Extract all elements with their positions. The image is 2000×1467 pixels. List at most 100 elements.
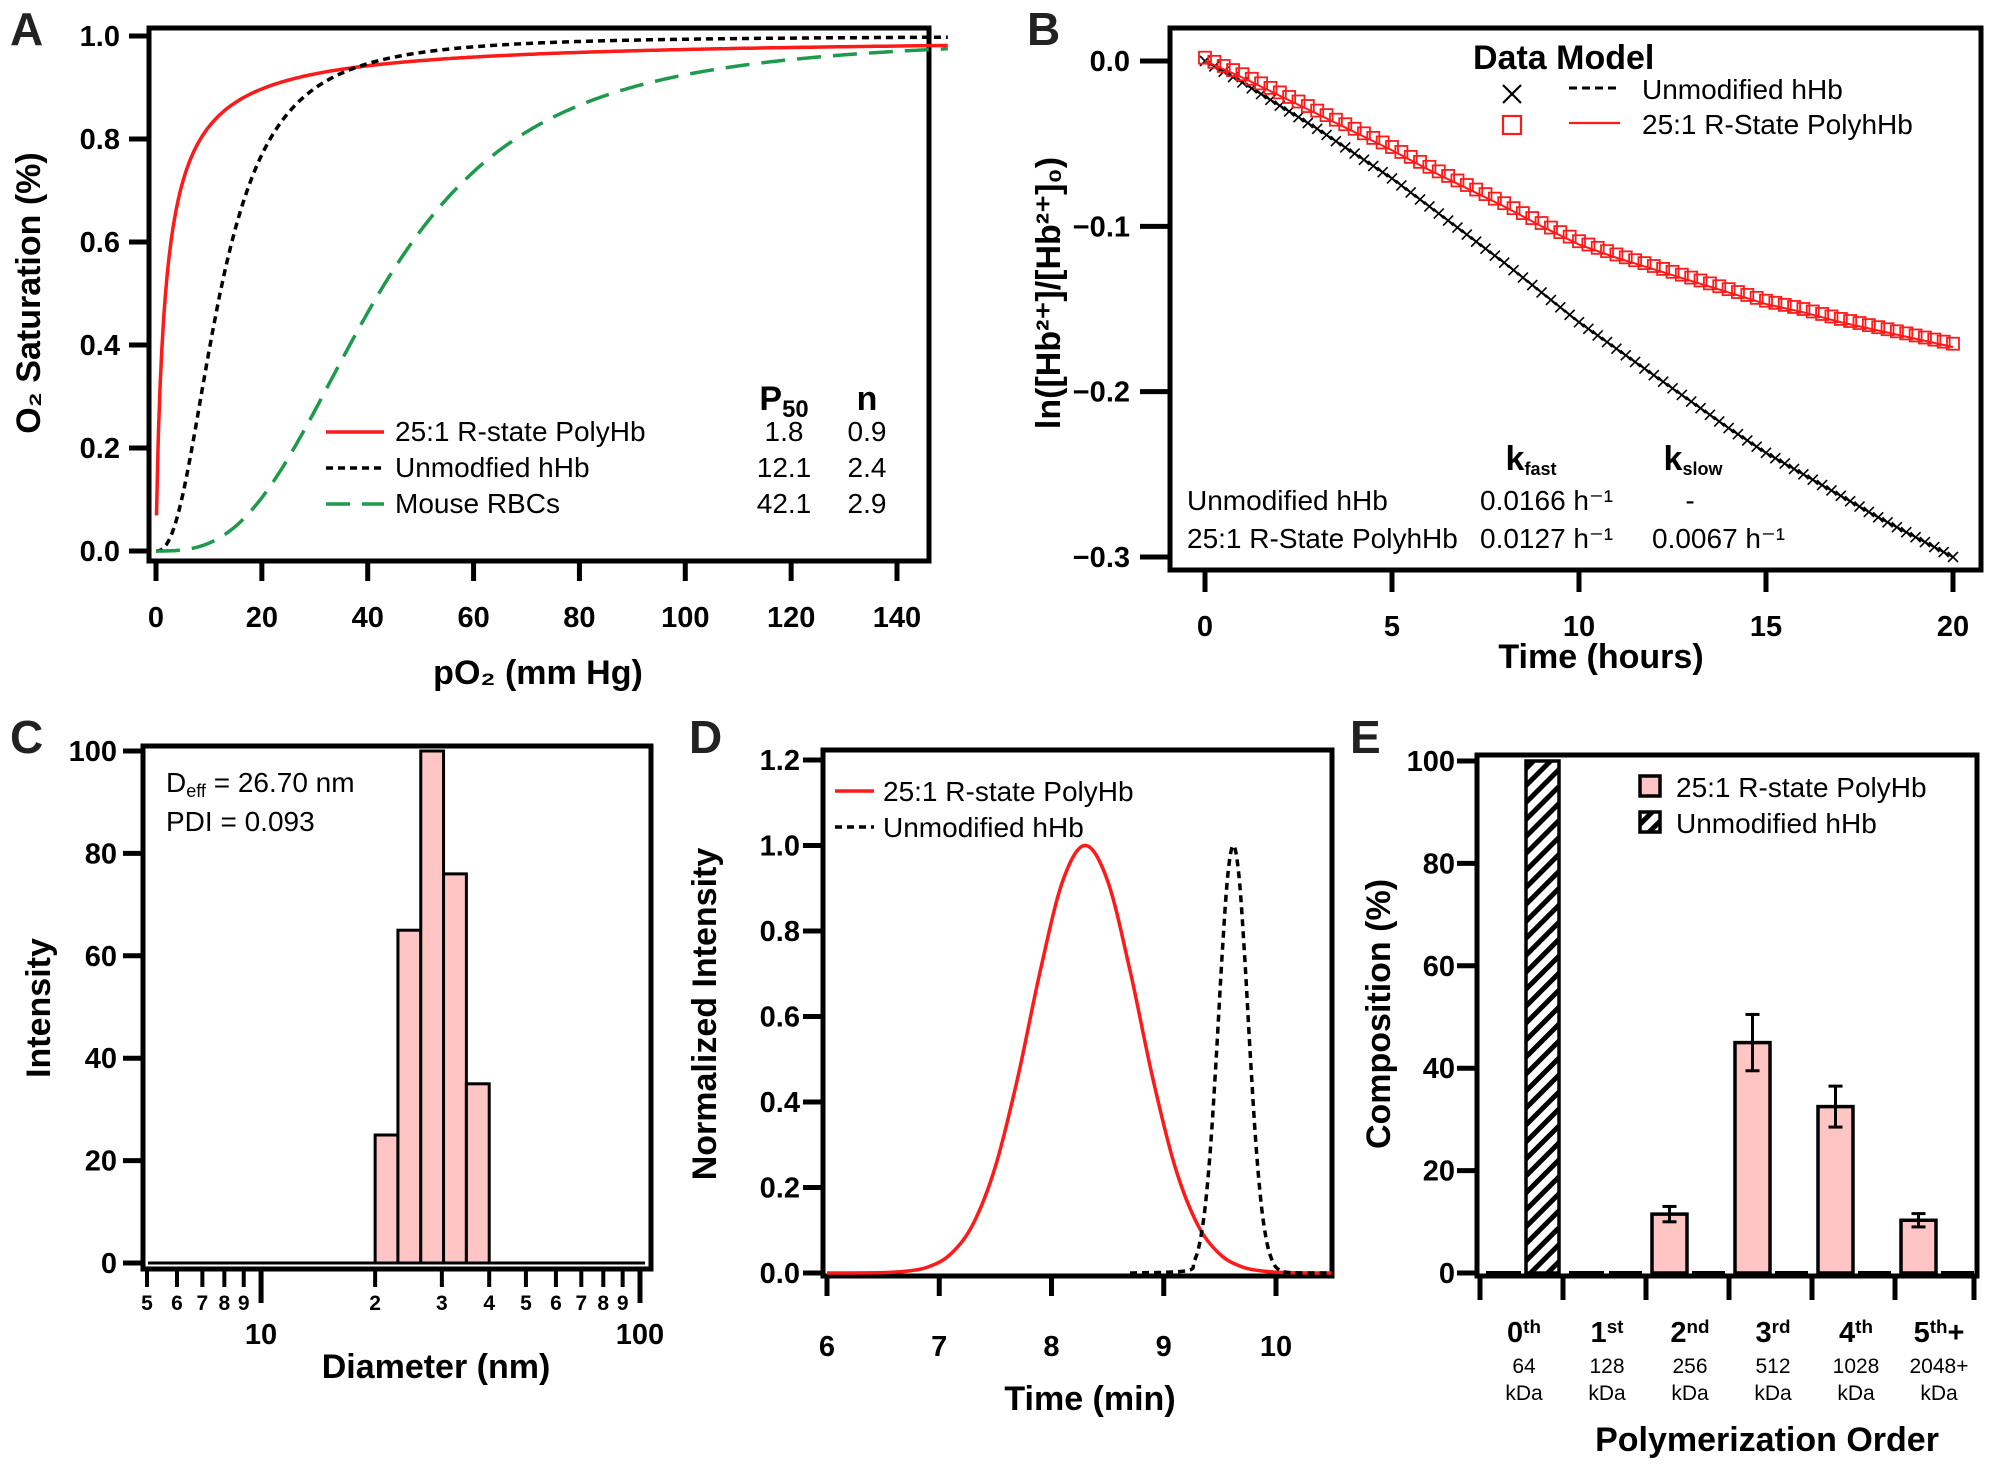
category-ordinal-label-part: 0: [1507, 1317, 1523, 1349]
data-point-x: [1479, 243, 1492, 255]
category-ordinal-label-part: 3: [1756, 1317, 1772, 1349]
data-point-square: [1310, 103, 1325, 118]
data-point-x: [1900, 526, 1912, 538]
data-point-x: [1919, 536, 1931, 548]
data-point-square: [1656, 262, 1671, 276]
data-point-x: [1292, 111, 1305, 123]
y-tick-label: −0.3: [1073, 542, 1130, 574]
data-point-x: [1507, 264, 1520, 276]
x-minor-tick-label: 5: [520, 1292, 532, 1315]
error-bar: [1911, 1212, 1926, 1229]
deff-annotation-part: D: [166, 767, 186, 798]
x-tick-label: 10: [1260, 1331, 1292, 1363]
data-point-x: [1358, 154, 1370, 166]
data-point-square: [1918, 330, 1932, 345]
data-point-x: [1320, 129, 1333, 141]
x-tick-label: 6: [819, 1331, 835, 1363]
legend-p50-header: P50: [759, 380, 808, 423]
data-point-x: [1769, 452, 1781, 464]
plot-frame: [146, 25, 932, 564]
y-tick-label: 0.2: [80, 433, 120, 465]
plot-frame: [140, 743, 654, 1272]
data-point-square: [1226, 63, 1240, 77]
data-point-square: [1665, 264, 1680, 279]
legend-label: Unmodified hHb: [1676, 808, 1877, 839]
data-point-x: [1676, 389, 1688, 401]
x-axis-label: pO₂ (mm Hg): [433, 654, 643, 692]
x-axis-label: Diameter (nm): [322, 1348, 551, 1386]
panel-label-e: E: [1350, 711, 1381, 763]
data-point-x: [1386, 172, 1398, 184]
data-point-square: [1843, 314, 1858, 328]
x-tick-label: 20: [246, 602, 278, 634]
y-tick-label: 0.4: [80, 330, 120, 362]
data-point-x: [1451, 222, 1464, 234]
data-point-square: [1852, 316, 1867, 330]
x-tick-label: 20: [1937, 611, 1969, 643]
y-tick-label: −0.1: [1073, 211, 1130, 243]
x-minor-tick-label: 2: [369, 1292, 381, 1315]
data-point-x: [1311, 123, 1323, 135]
y-tick-label: 20: [1423, 1156, 1455, 1188]
data-point-x: [1816, 479, 1828, 491]
panel-label-a: A: [10, 3, 43, 55]
data-point-x: [1395, 179, 1407, 191]
x-minor-tick-label: 5: [141, 1292, 153, 1315]
data-point-x: [1377, 166, 1389, 178]
category-ordinal-label: 0th: [1507, 1316, 1541, 1349]
category-mass-label: 64: [1512, 1355, 1536, 1378]
histogram-bar: [419, 749, 446, 1265]
y-tick-label: 0.8: [80, 124, 120, 156]
category-mass-label: 512: [1755, 1355, 1790, 1378]
data-point-square: [1880, 322, 1895, 337]
data-point-x: [1779, 458, 1791, 470]
data-point-square: [1385, 140, 1399, 154]
y-tick-label: 60: [1423, 951, 1455, 983]
legend-label: 25:1 R-state PolyHb: [395, 416, 646, 447]
panel-b-oxidation-kinetics-chart: 0.0 −0.1 −0.2 −0.3 0 5 10 15 20 Time (hours) ln([H…: [1030, 25, 1984, 676]
series-line: [154, 43, 948, 516]
data-point-x: [1367, 160, 1379, 172]
k-slow-value: -: [1685, 485, 1694, 516]
data-point-square: [1319, 108, 1334, 123]
bar-polyhb: [1899, 1218, 1938, 1275]
y-tick-label: 0.2: [760, 1173, 800, 1205]
data-point-square: [1590, 240, 1605, 255]
data-point-x: [1648, 369, 1660, 381]
data-point-x: [1330, 135, 1342, 147]
x-tick-label: 0: [1197, 611, 1213, 643]
y-tick-label: 40: [85, 1043, 117, 1075]
data-point-x: [1685, 396, 1697, 408]
data-point-x: [1554, 301, 1566, 313]
panel-label-d: D: [689, 711, 722, 763]
legend-swatch-polyhb: [1638, 774, 1662, 798]
category-ordinal-label: 1st: [1591, 1316, 1625, 1349]
data-point-x: [1947, 551, 1959, 563]
data-point-square: [1805, 304, 1820, 319]
data-point-x: [1620, 349, 1632, 361]
data-point-x: [1732, 428, 1744, 440]
data-point-x: [1339, 141, 1351, 153]
data-point-x: [1349, 148, 1361, 160]
data-point-x: [1666, 382, 1679, 394]
data-point-square: [1431, 164, 1446, 179]
data-point-square: [1282, 90, 1297, 104]
data-point-square: [1375, 135, 1390, 150]
data-point-square: [1684, 270, 1699, 285]
data-point-square: [1815, 307, 1829, 321]
data-point-x: [1657, 376, 1669, 388]
data-point-square: [1216, 59, 1231, 73]
rate-row-name: 25:1 R-State PolyhHb: [1187, 523, 1458, 554]
data-point-x: [1713, 415, 1725, 427]
data-point-x: [1723, 422, 1735, 434]
data-point-square: [1721, 282, 1736, 297]
pdi-annotation: PDI = 0.093: [166, 806, 315, 837]
category-ordinal-label-part: th: [1855, 1316, 1873, 1337]
panel-e-polymer-composition-chart: 0204060801000th64kDa1st128kDa2nd256kDa3r…: [1360, 746, 1980, 1459]
y-tick-label: 0: [1439, 1258, 1455, 1290]
deff-annotation: Deff = 26.70 nm: [166, 767, 355, 801]
data-point-square: [1534, 216, 1549, 230]
series-line: [156, 46, 948, 553]
data-point-square: [1759, 293, 1773, 308]
y-tick-label: 80: [85, 838, 117, 870]
